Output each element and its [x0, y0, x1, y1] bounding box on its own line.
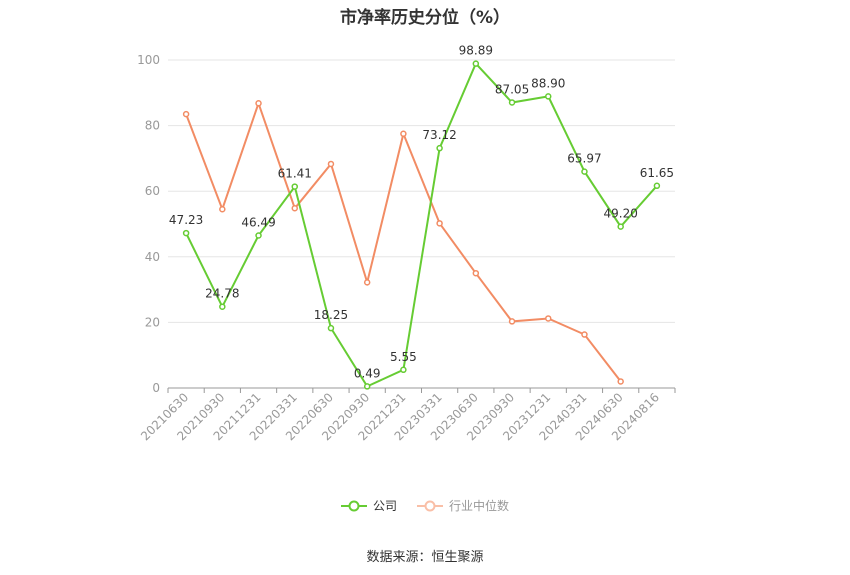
company-data-point [545, 93, 552, 100]
company-data-point [472, 60, 480, 67]
industry-data-point [291, 205, 298, 212]
company-data-point [363, 383, 371, 390]
company-data-label: 98.89 [459, 44, 493, 58]
y-tick-label: 0 [152, 381, 160, 395]
legend-item-industry[interactable]: 行业中位数 [417, 497, 509, 514]
industry-data-point [327, 160, 335, 168]
company-data-point [617, 223, 624, 230]
company-data-point [581, 168, 588, 175]
company-data-point [291, 183, 298, 190]
company-data-point [219, 303, 226, 310]
company-data-label: 5.55 [390, 350, 417, 364]
company-data-label: 18.25 [314, 308, 348, 322]
industry-data-point [182, 110, 190, 118]
legend-marker-industry-icon [417, 500, 443, 511]
company-data-point [255, 232, 262, 239]
company-data-label: 87.05 [495, 82, 529, 96]
industry-series-line [185, 100, 622, 383]
industry-data-point [436, 220, 443, 227]
company-data-label: 49.20 [603, 207, 637, 221]
company-data-label: 61.65 [640, 166, 674, 180]
chart-title: 市净率历史分位（%） [339, 8, 511, 28]
industry-data-point [581, 331, 588, 338]
company-data-point [508, 99, 516, 106]
company-data-label: 88.90 [531, 76, 565, 90]
industry-data-point [400, 130, 407, 138]
legend-marker-company-icon [340, 500, 367, 511]
source-text: 数据来源：恒生聚源 [366, 550, 484, 565]
legend: 公司 行业中位数 [0, 497, 850, 514]
y-tick-label: 60 [145, 184, 160, 198]
company-data-point [436, 144, 443, 152]
company-data-point [653, 182, 661, 190]
legend-label-industry: 行业中位数 [449, 499, 510, 513]
company-data-point [182, 229, 190, 237]
company-data-label: 65.97 [567, 152, 601, 166]
company-data-label: 0.49 [354, 366, 381, 380]
industry-data-point [508, 318, 516, 325]
y-tick-label: 100 [137, 53, 160, 67]
industry-data-point [255, 100, 262, 107]
company-data-label: 61.41 [278, 167, 312, 181]
y-tick-label: 20 [145, 315, 160, 329]
y-tick-label: 80 [145, 119, 160, 133]
legend-label-company: 公司 [372, 499, 397, 513]
company-data-label: 73.12 [422, 128, 456, 142]
company-data-point [400, 366, 407, 374]
company-series-line [185, 61, 658, 388]
industry-data-point [617, 378, 624, 385]
company-data-label: 24.78 [205, 287, 239, 301]
industry-data-point [472, 269, 480, 277]
y-tick-label: 40 [145, 250, 160, 264]
industry-data-point [545, 315, 552, 322]
company-data-label: 46.49 [241, 216, 275, 230]
legend-item-company[interactable]: 公司 [340, 497, 397, 514]
company-data-point [327, 324, 335, 332]
industry-data-point [363, 279, 371, 286]
industry-data-point [219, 205, 226, 213]
company-data-label: 47.23 [169, 213, 203, 227]
